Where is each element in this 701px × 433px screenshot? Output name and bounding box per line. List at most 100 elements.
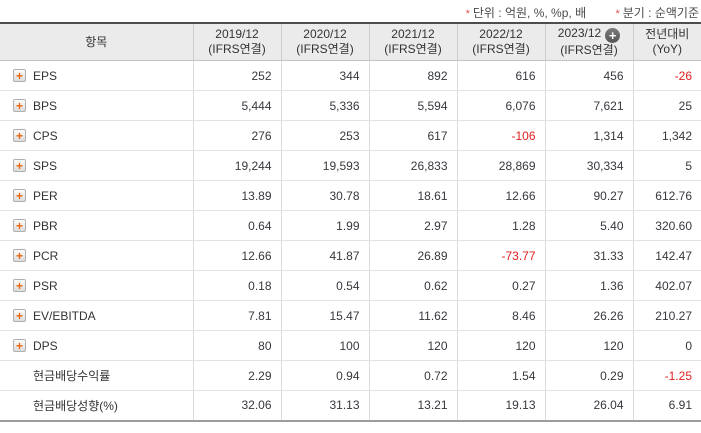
header-basis-label: (IFRS연결) xyxy=(384,42,442,56)
row-label-inner: + EV/EBITDA xyxy=(13,309,193,323)
row-label: EPS xyxy=(33,68,58,83)
value-cell: 12.66 xyxy=(456,180,545,211)
row-label-cell: + PCR xyxy=(0,240,193,271)
value-cell: 32.06 xyxy=(192,390,281,421)
table-notes: * 단위 : 억원, %, %p, 배 * 분기 : 순액기준 xyxy=(0,0,701,22)
value-cell: 0.54 xyxy=(280,270,369,301)
row-label-inner: + DPS xyxy=(13,339,193,353)
value-cell: 19,244 xyxy=(192,150,281,181)
asterisk-icon: * xyxy=(615,8,620,20)
value-cell: 0.27 xyxy=(456,270,545,301)
value-cell: 210.27 xyxy=(632,300,701,331)
value-cell: 344 xyxy=(280,60,369,91)
table-row-SPS: + SPS 19,244 19,593 26,833 28,869 30,334 5 xyxy=(0,150,701,181)
expand-row-button[interactable]: + xyxy=(13,339,26,352)
value-cell: 1,342 xyxy=(632,120,701,151)
header-col-2020/12: 2020/12 (IFRS연결) xyxy=(280,23,369,61)
table-row-현금배당성향(%): 현금배당성향(%) 32.06 31.13 13.21 19.13 26.04 6.91 xyxy=(0,390,701,421)
table-row-현금배당수익률: 현금배당수익률 2.29 0.94 0.72 1.54 0.29 -1.25 xyxy=(0,360,701,391)
value-cell: 6,076 xyxy=(456,90,545,121)
row-label: 현금배당성향(%) xyxy=(33,398,118,413)
row-label-inner: + EPS xyxy=(13,69,193,83)
value-cell: 0.94 xyxy=(280,360,369,391)
value-cell: 253 xyxy=(280,120,369,151)
value-cell: 80 xyxy=(192,330,281,361)
row-label-cell: + CPS xyxy=(0,120,193,151)
value-cell: 5,336 xyxy=(280,90,369,121)
row-label: PBR xyxy=(33,218,58,233)
value-cell: 5,444 xyxy=(192,90,281,121)
expand-row-button[interactable]: + xyxy=(13,69,26,82)
add-column-button[interactable]: + xyxy=(605,28,621,43)
value-cell: 13.21 xyxy=(368,390,457,421)
value-cell: 13.89 xyxy=(192,180,281,211)
table-row-BPS: + BPS 5,444 5,336 5,594 6,076 7,621 25 xyxy=(0,90,701,121)
value-cell: 0.72 xyxy=(368,360,457,391)
value-cell: -26 xyxy=(632,60,701,91)
table-row-DPS: + DPS 80 100 120 120 120 0 xyxy=(0,330,701,361)
header-basis-label: (IFRS연결) xyxy=(472,42,530,56)
value-cell: 8.46 xyxy=(456,300,545,331)
expand-row-button[interactable]: + xyxy=(13,189,26,202)
value-cell: 30.78 xyxy=(280,180,369,211)
header-col-2023/12: 2023/12 + (IFRS연결) xyxy=(544,23,633,61)
row-label: EV/EBITDA xyxy=(33,308,96,323)
header-period-label: 2020/12 xyxy=(303,27,347,41)
row-label: BPS xyxy=(33,98,58,113)
value-cell: 320.60 xyxy=(632,210,701,241)
value-cell: 12.66 xyxy=(192,240,281,271)
value-cell: 26.26 xyxy=(544,300,633,331)
value-cell: 0 xyxy=(632,330,701,361)
header-period-label: 2023/12 + xyxy=(546,26,633,43)
expand-row-button[interactable]: + xyxy=(13,249,26,262)
expand-row-button[interactable]: + xyxy=(13,279,26,292)
row-label-cell: + BPS xyxy=(0,90,193,121)
header-basis-label: (IFRS연결) xyxy=(296,42,354,56)
expand-row-button[interactable]: + xyxy=(13,129,26,142)
row-label: SPS xyxy=(33,158,58,173)
row-label-cell: + PBR xyxy=(0,210,193,241)
row-label-cell: 현금배당성향(%) xyxy=(0,390,193,421)
value-cell: 28,869 xyxy=(456,150,545,181)
expand-row-button[interactable]: + xyxy=(13,309,26,322)
value-cell: 100 xyxy=(280,330,369,361)
value-cell: 616 xyxy=(456,60,545,91)
value-cell: 1.36 xyxy=(544,270,633,301)
value-cell: 0.62 xyxy=(368,270,457,301)
expand-row-button[interactable]: + xyxy=(13,159,26,172)
value-cell: 6.91 xyxy=(632,390,701,421)
value-cell: 142.47 xyxy=(632,240,701,271)
expand-row-button[interactable]: + xyxy=(13,99,26,112)
table-row-EPS: + EPS 252 344 892 616 456 -26 xyxy=(0,60,701,91)
row-label-cell: 현금배당수익률 xyxy=(0,360,193,391)
value-cell: 402.07 xyxy=(632,270,701,301)
row-label: PCR xyxy=(33,248,59,263)
table-row-PBR: + PBR 0.64 1.99 2.97 1.28 5.40 320.60 xyxy=(0,210,701,241)
value-cell: 617 xyxy=(368,120,457,151)
row-label-inner: + PER xyxy=(13,189,193,203)
table-row-PCR: + PCR 12.66 41.87 26.89 -73.77 31.33 142.47 xyxy=(0,240,701,271)
row-label-inner: + PSR xyxy=(13,279,193,293)
basis-note-text: 분기 : 순액기준 xyxy=(622,6,699,20)
financial-ratio-table: 항목 2019/12 (IFRS연결) 2020/12 (IFRS연결) 2021/12… xyxy=(0,22,701,422)
value-cell: -73.77 xyxy=(456,240,545,271)
value-cell: 0.64 xyxy=(192,210,281,241)
header-period-label: 전년대비 xyxy=(645,27,690,41)
value-cell: 1.99 xyxy=(280,210,369,241)
value-cell: 612.76 xyxy=(632,180,701,211)
header-basis-label: (IFRS연결) xyxy=(208,42,266,56)
row-label-cell: + PER xyxy=(0,180,193,211)
expand-row-button[interactable]: + xyxy=(13,219,26,232)
value-cell: 1.28 xyxy=(456,210,545,241)
row-label-cell: + EPS xyxy=(0,60,193,91)
value-cell: 90.27 xyxy=(544,180,633,211)
row-label-cell: + PSR xyxy=(0,270,193,301)
row-label-cell: + DPS xyxy=(0,330,193,361)
value-cell: 11.62 xyxy=(368,300,457,331)
asterisk-icon: * xyxy=(465,8,470,20)
table-header-row: 항목 2019/12 (IFRS연결) 2020/12 (IFRS연결) 2021/12… xyxy=(0,23,701,61)
table-body: + EPS 252 344 892 616 456 -26 + BPS 5,444 5,336 5,59… xyxy=(0,60,701,421)
value-cell: 120 xyxy=(368,330,457,361)
value-cell: 5,594 xyxy=(368,90,457,121)
row-label-inner: 현금배당수익률 xyxy=(13,367,193,384)
